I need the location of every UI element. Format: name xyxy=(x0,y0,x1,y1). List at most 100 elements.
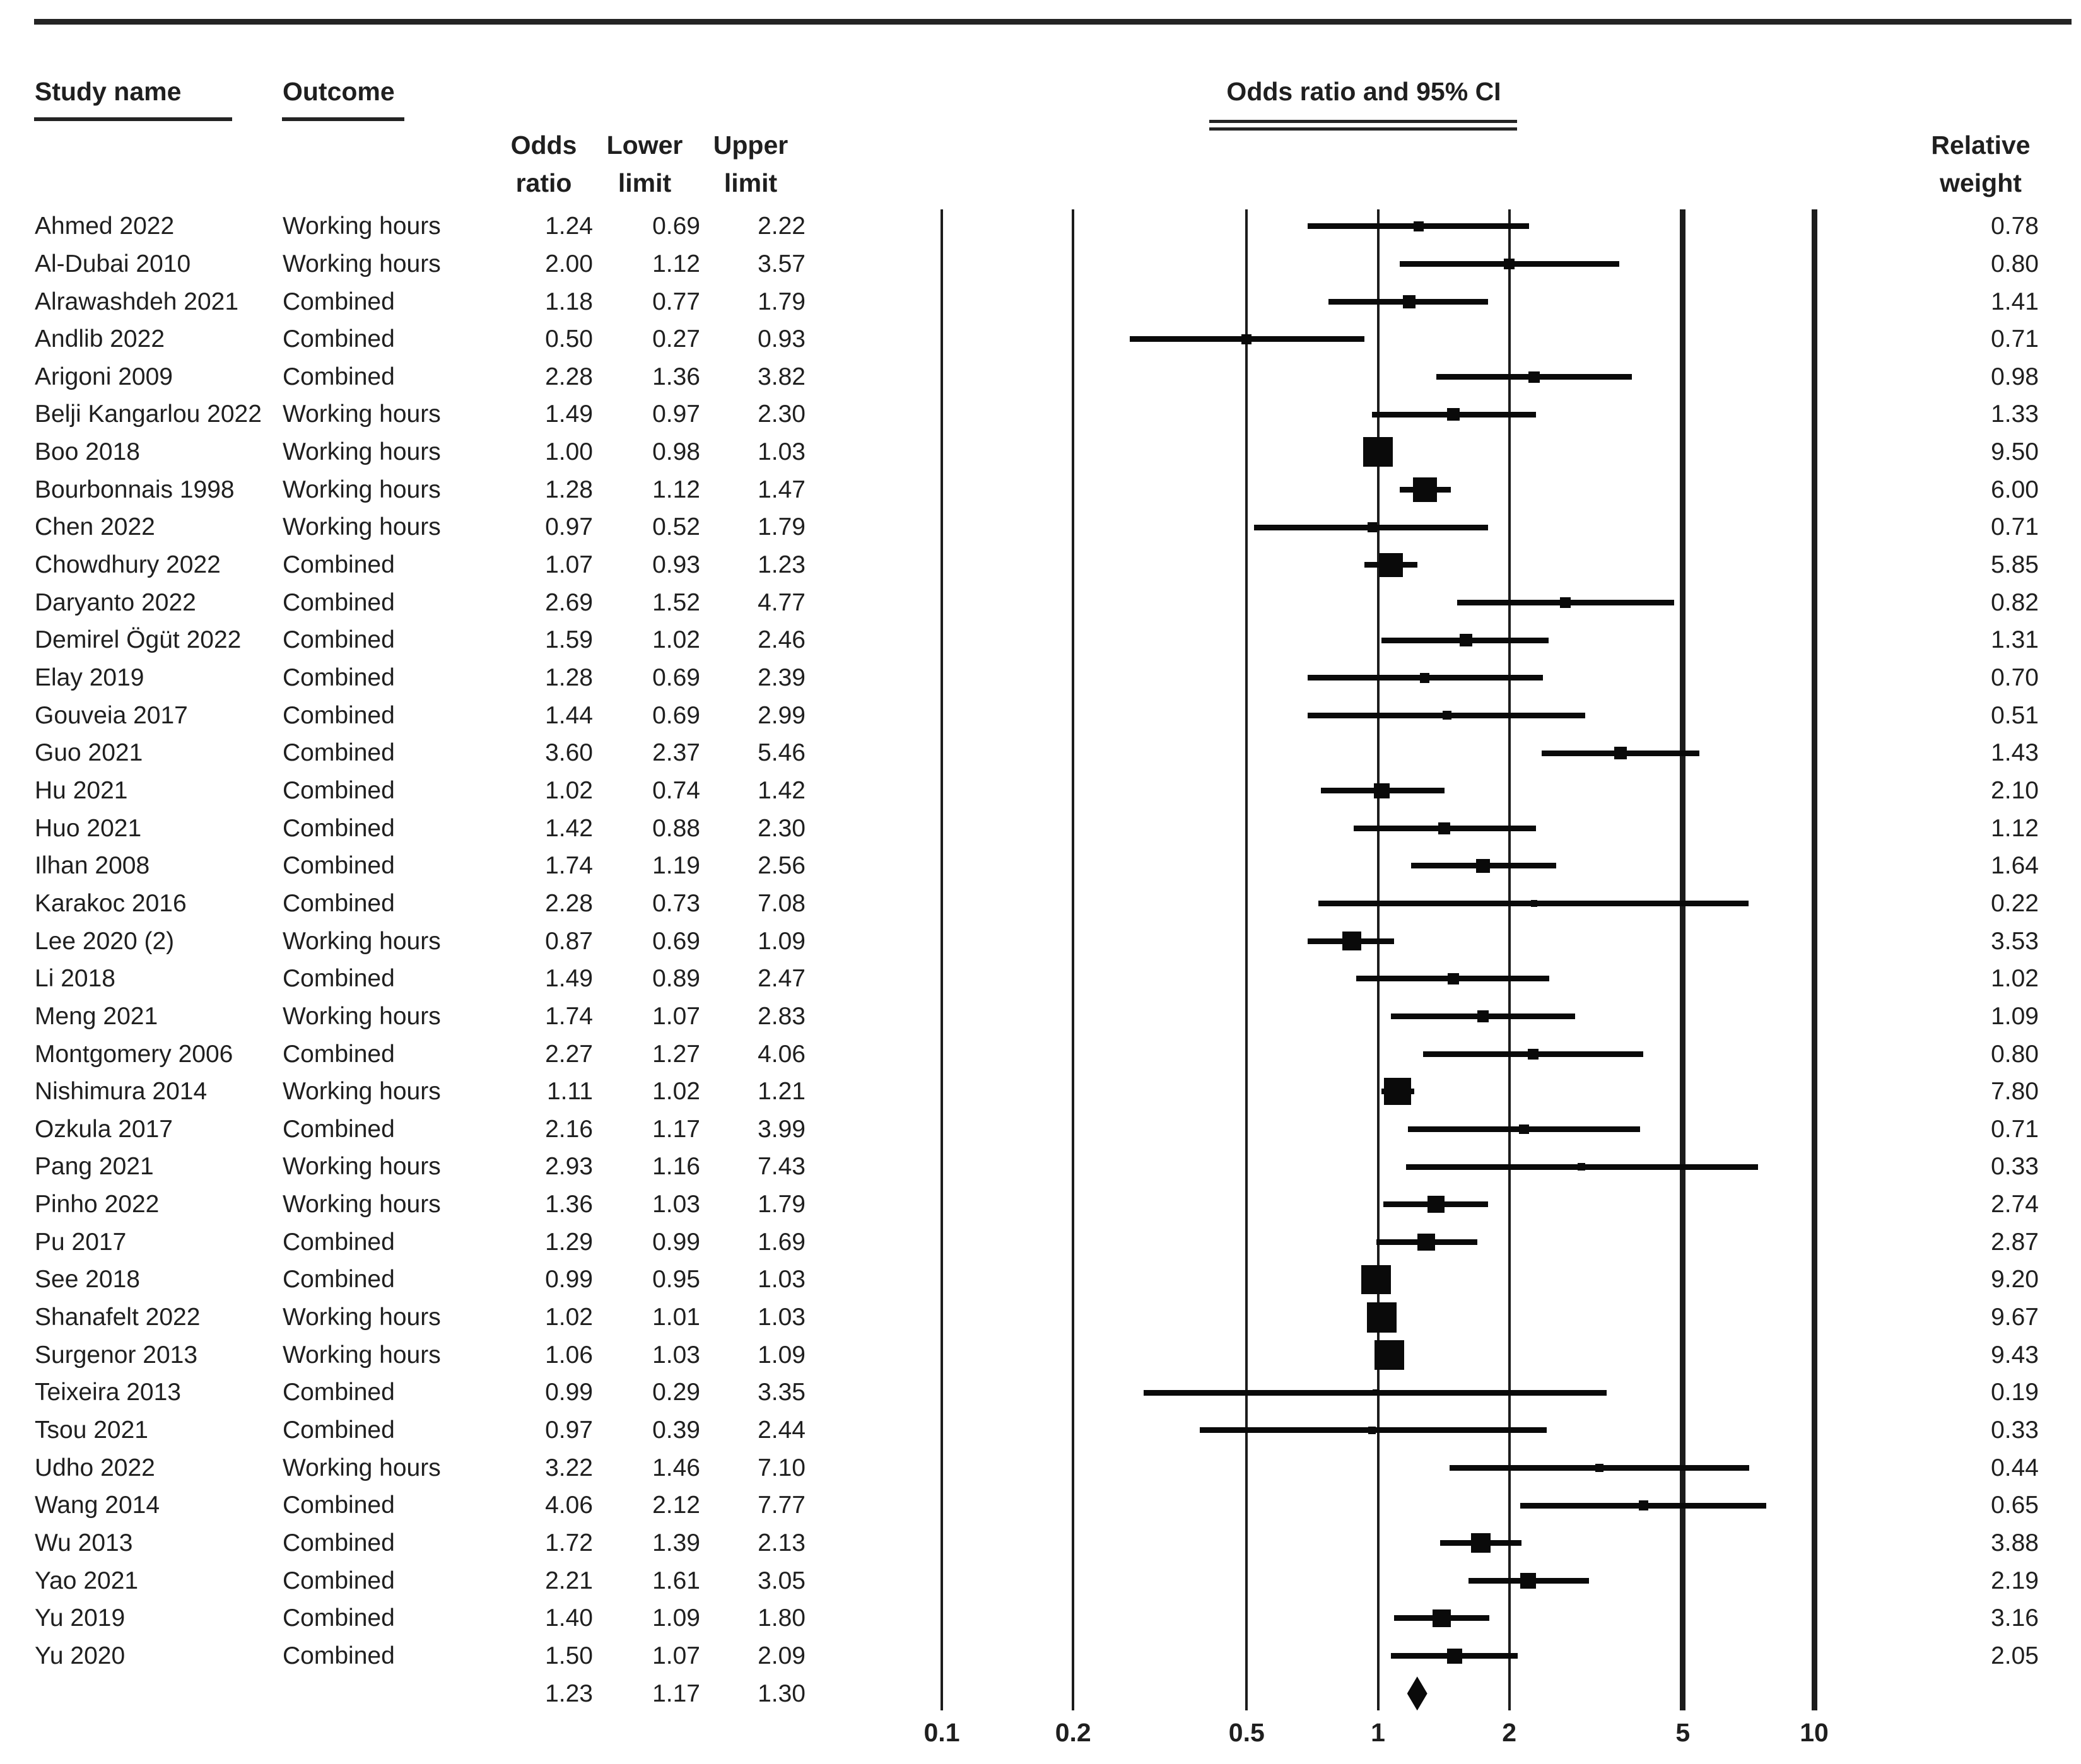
odds-ratio-value: 1.02 xyxy=(545,776,593,804)
outcome: Working hours xyxy=(283,1454,441,1481)
point-estimate-square xyxy=(1361,1265,1391,1295)
point-estimate-square xyxy=(1367,522,1378,533)
point-estimate-square xyxy=(1413,221,1424,232)
lower-limit-value: 1.07 xyxy=(652,1642,700,1669)
odds-ratio-value: 2.28 xyxy=(545,889,593,917)
gridline-5 xyxy=(1680,209,1686,1710)
outcome: Combined xyxy=(283,776,395,804)
odds-ratio-value: 1.49 xyxy=(545,965,593,993)
outcome: Working hours xyxy=(283,927,441,955)
relative-weight-value: 2.87 xyxy=(1991,1228,2039,1256)
table-row: Nishimura 2014 Working hours 1.11 1.02 1.21 7… xyxy=(0,1073,2081,1111)
upper-limit-value: 2.30 xyxy=(758,814,806,842)
point-estimate-square xyxy=(1366,1302,1397,1333)
relative-weight-value: 2.74 xyxy=(1991,1191,2039,1218)
table-row: Shanafelt 2022 Working hours 1.02 1.01 1.03 9… xyxy=(0,1299,2081,1336)
odds-ratio-value: 2.21 xyxy=(545,1567,593,1594)
outcome: Combined xyxy=(283,1416,395,1444)
upper-limit-value: 1.79 xyxy=(758,1191,806,1218)
study-name: Karakoc 2016 xyxy=(35,889,187,917)
point-estimate-square xyxy=(1504,259,1515,269)
lower-limit-value: 2.12 xyxy=(652,1492,700,1519)
lower-limit-value: 0.27 xyxy=(652,325,700,353)
upper-limit-value: 1.03 xyxy=(758,1304,806,1331)
outcome: Combined xyxy=(283,889,395,917)
odds-ratio-value: 1.28 xyxy=(545,476,593,503)
study-name: Belji Kangarlou 2022 xyxy=(35,400,262,428)
study-name: Huo 2021 xyxy=(35,814,142,842)
overall-odds-ratio-value: 1.23 xyxy=(545,1679,593,1707)
odds-ratio-value: 2.00 xyxy=(545,250,593,277)
odds-ratio-value: 1.02 xyxy=(545,1304,593,1331)
study-name: Teixeira 2013 xyxy=(35,1379,181,1406)
odds-ratio-value: 1.72 xyxy=(545,1529,593,1557)
outcome: Combined xyxy=(283,1379,395,1406)
study-name: Udho 2022 xyxy=(35,1454,155,1481)
study-name: Ilhan 2008 xyxy=(35,852,150,880)
point-estimate-square xyxy=(1412,477,1437,502)
study-name: Boo 2018 xyxy=(35,438,140,466)
study-name-underline xyxy=(34,117,232,121)
relative-weight-value: 6.00 xyxy=(1991,476,2039,503)
study-name: Daryanto 2022 xyxy=(35,588,196,616)
outcome: Combined xyxy=(283,626,395,654)
table-row: Daryanto 2022 Combined 2.69 1.52 4.77 0.82 xyxy=(0,584,2081,622)
outcome: Working hours xyxy=(283,438,441,466)
relative-weight-value: 0.80 xyxy=(1991,250,2039,277)
study-name: Bourbonnais 1998 xyxy=(35,476,235,503)
table-row: Meng 2021 Working hours 1.74 1.07 2.83 1.09 xyxy=(0,998,2081,1036)
relative-weight-value: 1.02 xyxy=(1991,965,2039,993)
lower-limit-value: 2.37 xyxy=(652,739,700,767)
outcome: Combined xyxy=(283,1604,395,1632)
outcome: Combined xyxy=(283,664,395,691)
outcome-underline xyxy=(282,117,404,121)
relative-weight-value: 1.64 xyxy=(1991,852,2039,880)
table-row: Chowdhury 2022 Combined 1.07 0.93 1.23 5.85 xyxy=(0,546,2081,584)
upper-limit-value: 1.09 xyxy=(758,927,806,955)
odds-ratio-value: 0.99 xyxy=(545,1379,593,1406)
gridline-2 xyxy=(1508,209,1511,1710)
outcome: Working hours xyxy=(283,400,441,428)
lower-limit-header: Lower limit xyxy=(606,131,683,197)
overall-diamond xyxy=(1407,1676,1427,1711)
odds-ratio-value: 2.27 xyxy=(545,1040,593,1068)
odds-ratio-value: 0.97 xyxy=(545,513,593,541)
relative-weight-value: 7.80 xyxy=(1991,1078,2039,1106)
point-estimate-square xyxy=(1402,295,1416,308)
outcome: Working hours xyxy=(283,1078,441,1106)
study-name: Yu 2019 xyxy=(35,1604,126,1632)
study-name: Arigoni 2009 xyxy=(35,363,173,390)
table-row: Andlib 2022 Combined 0.50 0.27 0.93 0.71 xyxy=(0,320,2081,358)
upper-limit-value: 1.23 xyxy=(758,551,806,578)
point-estimate-square xyxy=(1520,1573,1536,1589)
table-row: Chen 2022 Working hours 0.97 0.52 1.79 0.71 xyxy=(0,508,2081,546)
upper-limit-value: 0.93 xyxy=(758,325,806,353)
outcome: Working hours xyxy=(283,513,441,541)
study-name: Pinho 2022 xyxy=(35,1191,160,1218)
lower-limit-value: 0.74 xyxy=(652,776,700,804)
table-row: Bourbonnais 1998 Working hours 1.28 1.12 1.4… xyxy=(0,471,2081,509)
upper-limit-value: 4.06 xyxy=(758,1040,806,1068)
upper-limit-value: 7.10 xyxy=(758,1454,806,1481)
point-estimate-square xyxy=(1384,1078,1412,1106)
table-row: Li 2018 Combined 1.49 0.89 2.47 1.02 xyxy=(0,960,2081,998)
outcome: Combined xyxy=(283,363,395,390)
outcome-header: Outcome xyxy=(283,77,395,106)
point-estimate-square xyxy=(1470,1533,1491,1553)
outcome: Combined xyxy=(283,965,395,993)
lower-limit-value: 0.97 xyxy=(652,400,700,428)
table-row: Huo 2021 Combined 1.42 0.88 2.30 1.12 xyxy=(0,810,2081,848)
relative-weight-value: 0.19 xyxy=(1991,1379,2039,1406)
table-row: Yu 2019 Combined 1.40 1.09 1.80 3.16 xyxy=(0,1599,2081,1637)
plot-title-underline-1 xyxy=(1209,120,1517,123)
upper-limit-value: 2.09 xyxy=(758,1642,806,1669)
point-estimate-square xyxy=(1447,408,1460,421)
table-row: Yao 2021 Combined 2.21 1.61 3.05 2.19 xyxy=(0,1562,2081,1600)
outcome: Working hours xyxy=(283,250,441,277)
lower-limit-value: 1.02 xyxy=(652,626,700,654)
table-row: Udho 2022 Working hours 3.22 1.46 7.10 0.44 xyxy=(0,1449,2081,1487)
gridline-0.2 xyxy=(1072,209,1075,1710)
relative-weight-value: 3.16 xyxy=(1991,1604,2039,1632)
study-name: Chen 2022 xyxy=(35,513,155,541)
outcome: Working hours xyxy=(283,213,441,240)
